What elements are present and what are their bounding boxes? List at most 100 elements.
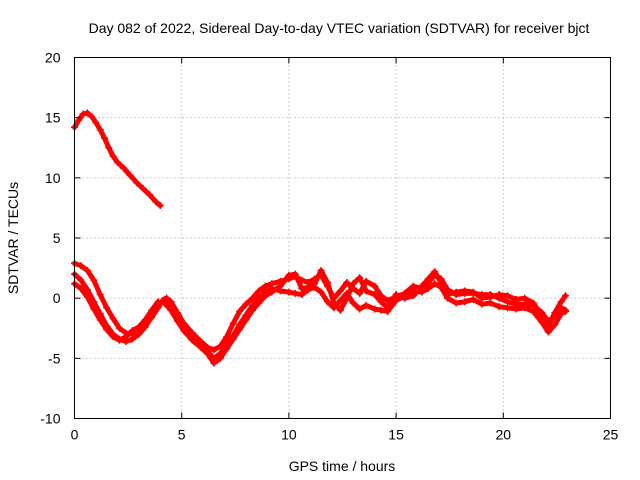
data-point xyxy=(561,292,569,300)
data-point xyxy=(336,297,344,305)
data-point xyxy=(431,268,439,276)
data-point xyxy=(538,312,546,320)
data-point xyxy=(323,279,331,287)
data-point xyxy=(90,276,98,284)
data-point xyxy=(96,316,104,324)
x-tick-label: 15 xyxy=(388,427,404,443)
data-point xyxy=(551,309,559,317)
data-point xyxy=(109,152,117,160)
data-point xyxy=(90,305,98,313)
data-point xyxy=(356,289,364,297)
data-point xyxy=(92,118,100,126)
data-point xyxy=(392,291,400,299)
data-point xyxy=(126,171,134,179)
data-point xyxy=(83,293,91,301)
data-point xyxy=(77,262,85,270)
data-point xyxy=(180,327,188,335)
data-point xyxy=(311,280,319,288)
data-point xyxy=(236,307,244,315)
data-point xyxy=(317,266,325,274)
data-point xyxy=(323,298,331,306)
data-point xyxy=(248,306,256,314)
data-point xyxy=(377,306,385,314)
data-point xyxy=(495,291,503,299)
data-point xyxy=(557,298,565,306)
data-point xyxy=(529,299,537,307)
data-point xyxy=(529,307,537,315)
y-tick-label: 5 xyxy=(53,230,61,246)
data-point xyxy=(229,319,237,327)
data-point xyxy=(469,295,477,303)
data-point xyxy=(268,288,276,296)
data-point xyxy=(298,291,306,299)
data-point xyxy=(317,288,325,296)
data-point xyxy=(173,317,181,325)
data-point xyxy=(478,294,486,302)
data-point xyxy=(349,280,357,288)
data-point xyxy=(285,288,293,296)
data-point xyxy=(512,295,520,303)
data-point xyxy=(551,321,559,329)
data-point xyxy=(452,288,460,296)
data-point xyxy=(77,276,85,284)
data-point xyxy=(336,306,344,314)
data-point xyxy=(79,110,87,118)
data-point xyxy=(242,300,250,308)
data-point xyxy=(242,316,250,324)
data-point xyxy=(135,323,143,331)
data-point xyxy=(146,191,154,199)
data-point xyxy=(285,271,293,279)
data-point xyxy=(229,335,237,343)
data-point xyxy=(223,333,231,341)
data-point xyxy=(276,282,284,290)
data-point xyxy=(210,346,218,354)
data-point xyxy=(83,266,91,274)
data-point xyxy=(154,298,162,306)
data-point xyxy=(544,323,552,331)
data-point xyxy=(223,345,231,353)
data-point xyxy=(152,198,160,206)
data-point xyxy=(371,291,379,299)
data-point xyxy=(96,126,104,134)
data-point xyxy=(103,325,111,333)
data-point xyxy=(139,185,147,193)
data-point xyxy=(495,303,503,311)
data-point xyxy=(504,292,512,300)
data-point xyxy=(362,287,370,295)
data-point xyxy=(384,304,392,312)
data-point xyxy=(105,144,113,152)
series-arc-1 xyxy=(71,109,164,210)
data-point xyxy=(141,316,149,324)
data-point xyxy=(128,335,136,343)
data-point xyxy=(486,299,494,307)
data-point xyxy=(109,333,117,341)
data-point xyxy=(156,202,164,210)
series-arc-4 xyxy=(71,266,569,367)
x-tick-label: 25 xyxy=(603,427,619,443)
data-point xyxy=(291,270,299,278)
data-point xyxy=(461,298,469,306)
data-point xyxy=(128,327,136,335)
data-point xyxy=(83,286,91,294)
data-point xyxy=(216,342,224,350)
x-tick-label: 0 xyxy=(71,427,79,443)
y-tick-label: -10 xyxy=(40,411,60,427)
data-point xyxy=(561,307,569,315)
data-point xyxy=(401,294,409,302)
data-point xyxy=(304,283,312,291)
y-tick-label: 10 xyxy=(45,170,61,186)
data-point xyxy=(444,291,452,299)
x-tick-label: 20 xyxy=(496,427,512,443)
data-point xyxy=(356,305,364,313)
data-point xyxy=(362,301,370,309)
data-point xyxy=(521,294,529,302)
data-point xyxy=(418,282,426,290)
data-point xyxy=(167,306,175,314)
data-point xyxy=(188,336,196,344)
data-point xyxy=(356,274,364,282)
data-point xyxy=(135,330,143,338)
data-point xyxy=(255,287,263,295)
data-point xyxy=(261,282,269,290)
data-point xyxy=(504,304,512,312)
